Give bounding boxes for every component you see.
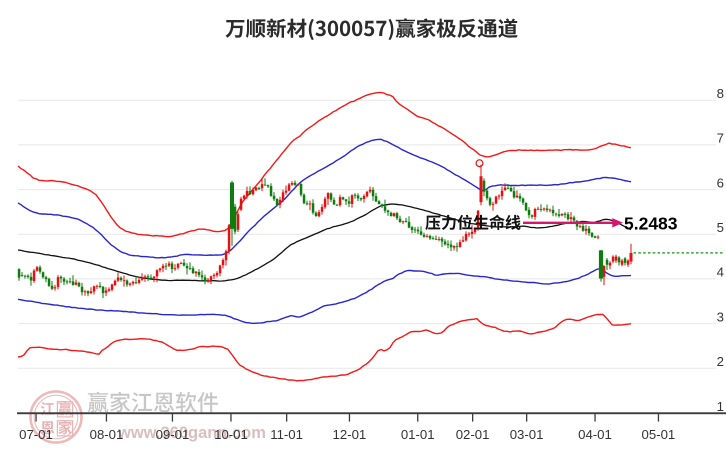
svg-text:02-01: 02-01 bbox=[456, 427, 490, 442]
svg-text:09-01: 09-01 bbox=[156, 427, 190, 442]
svg-text:2: 2 bbox=[717, 354, 724, 369]
svg-text:5: 5 bbox=[717, 220, 724, 235]
svg-text:11-01: 11-01 bbox=[270, 427, 303, 442]
svg-text:10-01: 10-01 bbox=[214, 427, 248, 442]
svg-text:08-01: 08-01 bbox=[90, 427, 124, 442]
svg-text:8: 8 bbox=[717, 86, 724, 101]
svg-text:4: 4 bbox=[717, 265, 724, 280]
svg-text:www.360gann.com: www.360gann.com bbox=[117, 424, 266, 442]
svg-text:01-01: 01-01 bbox=[401, 427, 435, 442]
svg-text:04-01: 04-01 bbox=[578, 427, 612, 442]
svg-text:5.2483: 5.2483 bbox=[624, 214, 678, 234]
svg-text:07-01: 07-01 bbox=[19, 427, 53, 442]
svg-text:03-01: 03-01 bbox=[510, 427, 544, 442]
svg-text:05-01: 05-01 bbox=[642, 427, 676, 442]
svg-text:6: 6 bbox=[717, 175, 724, 190]
svg-text:7: 7 bbox=[717, 131, 724, 146]
svg-text:3: 3 bbox=[717, 309, 724, 324]
svg-text:12-01: 12-01 bbox=[333, 427, 367, 442]
svg-text:1: 1 bbox=[717, 399, 724, 414]
